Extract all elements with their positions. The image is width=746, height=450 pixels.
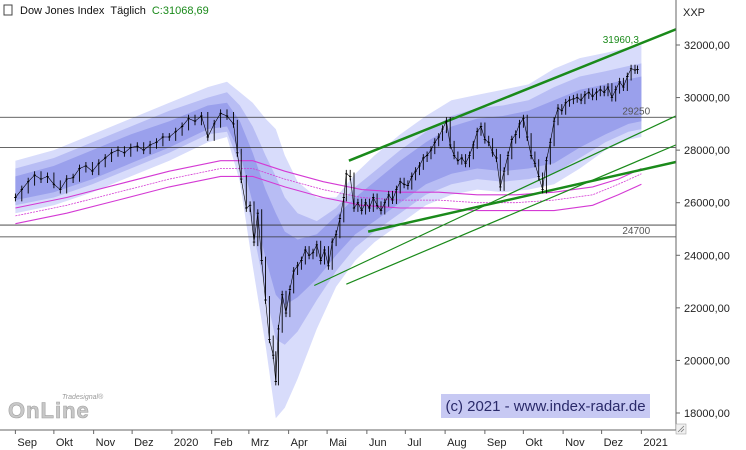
x-tick-label: Sep — [487, 437, 507, 449]
x-tick-label: Apr — [291, 437, 308, 449]
annotation-2: 24700 — [622, 226, 650, 237]
x-tick-label: 2021 — [643, 437, 667, 449]
collapse-icon[interactable] — [3, 4, 13, 16]
channel-line-3 — [367, 160, 676, 233]
y-tick-label: 22000,00 — [684, 303, 730, 315]
moving-average-1 — [15, 168, 642, 217]
header: Dow Jones Index Täglich C:31068,69 — [3, 4, 209, 17]
interval-label: Täglich — [110, 5, 145, 17]
x-axis: Sep Okt Nov Dez 2020 Feb Mrz Apr Mai Jun Jul Aug Sep… — [14, 430, 668, 449]
y-tick-label: 24000,00 — [684, 250, 730, 262]
last-close: C:31068,69 — [152, 5, 209, 17]
x-tick-label: Dez — [604, 437, 624, 449]
x-tick-label: Okt — [56, 437, 73, 449]
price-series — [14, 64, 639, 386]
symbol-name: Dow Jones Index — [20, 5, 105, 17]
x-tick-label: Jul — [407, 437, 421, 449]
x-tick-label: Jun — [369, 437, 387, 449]
x-tick-label: Nov — [96, 437, 116, 449]
y-axis: 18000,00 20000,00 22000,00 24000,00 26000,00… — [676, 40, 730, 420]
x-tick-label: Feb — [214, 437, 233, 449]
channel-line-2 — [346, 144, 676, 285]
x-tick-label: Okt — [525, 437, 542, 449]
trend-channels — [314, 28, 676, 287]
channel-line-1 — [314, 115, 676, 287]
annotation-1: 29250 — [622, 106, 650, 117]
x-tick-label: Mai — [329, 437, 347, 449]
price-line — [15, 68, 638, 382]
x-tick-label: Dez — [134, 437, 154, 449]
annotation-0: 31960,3 — [603, 35, 640, 46]
x-tick-label: Nov — [565, 437, 585, 449]
channel-line-0 — [348, 28, 676, 162]
logo-main-text: OnLine — [8, 398, 90, 423]
x-tick-label: Aug — [447, 437, 467, 449]
horizontal-levels — [0, 116, 676, 238]
y-tick-label: 32000,00 — [684, 40, 730, 52]
copyright-box: (c) 2021 - www.index-radar.de — [441, 394, 650, 418]
y-tick-label: 18000,00 — [684, 408, 730, 420]
scroll-corner[interactable] — [675, 423, 687, 435]
logo-small-text: Tradesignal® — [62, 393, 104, 401]
y-tick-label: 20000,00 — [684, 355, 730, 367]
copyright-text: (c) 2021 - www.index-radar.de — [445, 398, 646, 415]
plot-area: 31960,3 29250 24700 — [0, 28, 676, 419]
axis-corner-label: XXP — [683, 7, 705, 19]
x-tick-label: 2020 — [174, 437, 198, 449]
x-tick-label: Mrz — [251, 437, 269, 449]
y-tick-label: 30000,00 — [684, 93, 730, 105]
tradesignal-logo: Tradesignal® OnLine — [8, 393, 104, 423]
y-tick-label: 26000,00 — [684, 198, 730, 210]
chart-annotations: 31960,3 29250 24700 — [603, 35, 651, 237]
y-tick-label: 28000,00 — [684, 145, 730, 157]
x-tick-label: Sep — [17, 437, 37, 449]
